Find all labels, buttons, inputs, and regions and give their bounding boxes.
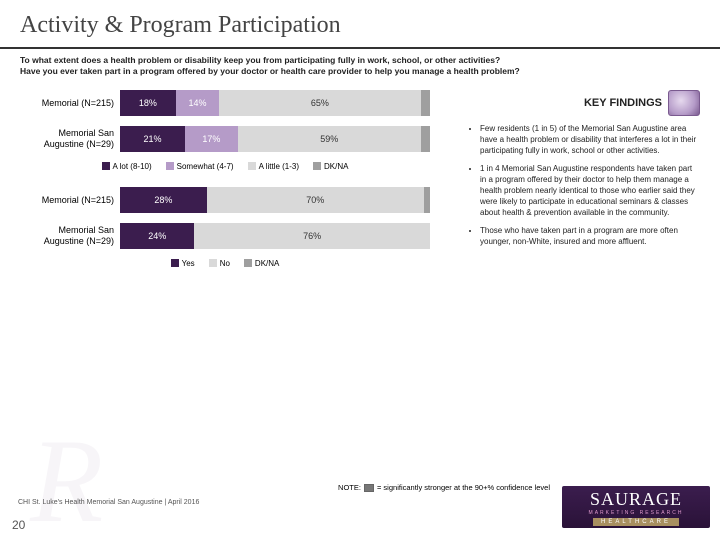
note-text: = significantly stronger at the 90+% con… <box>377 483 550 492</box>
logo-brand: SAURAGE <box>590 489 682 510</box>
bar-row: Memorial (N=215)18%14%65% <box>20 90 430 116</box>
legend-label: Yes <box>182 259 195 268</box>
page-number: 20 <box>12 518 25 532</box>
legend-swatch-icon <box>102 162 110 170</box>
key-finding-bullet: Few residents (1 in 5) of the Memorial S… <box>480 124 700 156</box>
question-2: Have you ever taken part in a program of… <box>20 66 700 77</box>
bar-segment <box>424 187 430 213</box>
key-findings-title: KEY FINDINGS <box>584 97 662 109</box>
legend-item: No <box>209 259 230 268</box>
legend-swatch-icon <box>248 162 256 170</box>
legend-label: A little (1-3) <box>259 162 299 171</box>
bar-segment: 24% <box>120 223 194 249</box>
stacked-bar: 24%76% <box>120 223 430 249</box>
bar-segment: 18% <box>120 90 176 116</box>
stacked-bar: 21%17%59% <box>120 126 430 152</box>
legend-item: A lot (8-10) <box>102 162 152 171</box>
legend-swatch-icon <box>171 259 179 267</box>
legend-item: Somewhat (4-7) <box>166 162 234 171</box>
key-finding-bullet: 1 in 4 Memorial San Augustine respondent… <box>480 164 700 218</box>
logo-healthcare: HEALTHCARE <box>593 518 679 526</box>
bar-segment <box>421 126 430 152</box>
logo-subtitle: MARKETING RESEARCH <box>589 510 684 516</box>
legend-swatch-icon <box>166 162 174 170</box>
legend-item: DK/NA <box>244 259 279 268</box>
bar-row-label: Memorial (N=215) <box>20 98 120 109</box>
legend-swatch-icon <box>244 259 252 267</box>
title-rule <box>0 47 720 49</box>
legend-label: DK/NA <box>324 162 348 171</box>
survey-questions: To what extent does a health problem or … <box>0 55 720 86</box>
bar-segment: 21% <box>120 126 185 152</box>
legend-swatch-icon <box>313 162 321 170</box>
footer-citation: CHI St. Luke's Health Memorial San Augus… <box>18 499 199 506</box>
bar-row-label: Memorial (N=215) <box>20 195 120 206</box>
bar-segment: 17% <box>185 126 238 152</box>
legend-label: No <box>220 259 230 268</box>
bar-row: Memorial (N=215)28%70% <box>20 187 430 213</box>
stacked-bar: 28%70% <box>120 187 430 213</box>
legend-label: DK/NA <box>255 259 279 268</box>
bar-segment: 76% <box>194 223 430 249</box>
program-chart: Memorial (N=215)28%70%Memorial San Augus… <box>20 187 430 249</box>
magnifier-icon <box>668 90 700 116</box>
key-finding-bullet: Those who have taken part in a program a… <box>480 226 700 248</box>
bar-segment: 70% <box>207 187 424 213</box>
page-title: Activity & Program Participation <box>0 0 720 47</box>
bar-segment <box>421 90 430 116</box>
legend-item: A little (1-3) <box>248 162 299 171</box>
charts-column: Memorial (N=215)18%14%65%Memorial San Au… <box>20 90 430 284</box>
legend-item: Yes <box>171 259 195 268</box>
bar-segment: 14% <box>176 90 219 116</box>
bar-row: Memorial San Augustine (N=29)21%17%59% <box>20 126 430 152</box>
bar-row-label: Memorial San Augustine (N=29) <box>20 225 120 247</box>
watermark: R <box>30 412 103 550</box>
legend-swatch-icon <box>209 259 217 267</box>
extent-chart: Memorial (N=215)18%14%65%Memorial San Au… <box>20 90 430 152</box>
saurage-logo: SAURAGE MARKETING RESEARCH HEALTHCARE <box>562 486 710 528</box>
program-chart-legend: Yes No DK/NA <box>20 259 430 268</box>
bar-segment: 59% <box>238 126 421 152</box>
bar-segment: 65% <box>219 90 421 116</box>
legend-item: DK/NA <box>313 162 348 171</box>
bar-segment: 28% <box>120 187 207 213</box>
key-findings-bullets: Few residents (1 in 5) of the Memorial S… <box>440 124 700 248</box>
question-1: To what extent does a health problem or … <box>20 55 700 66</box>
extent-chart-legend: A lot (8-10) Somewhat (4-7) A little (1-3)… <box>20 162 430 171</box>
legend-label: Somewhat (4-7) <box>177 162 234 171</box>
stacked-bar: 18%14%65% <box>120 90 430 116</box>
legend-label: A lot (8-10) <box>113 162 152 171</box>
key-findings-panel: KEY FINDINGS Few residents (1 in 5) of t… <box>440 90 700 284</box>
note-prefix: NOTE: <box>338 483 361 492</box>
significance-swatch-icon <box>364 484 374 492</box>
significance-note: NOTE: = significantly stronger at the 90… <box>338 483 550 492</box>
bar-row-label: Memorial San Augustine (N=29) <box>20 128 120 150</box>
bar-row: Memorial San Augustine (N=29)24%76% <box>20 223 430 249</box>
